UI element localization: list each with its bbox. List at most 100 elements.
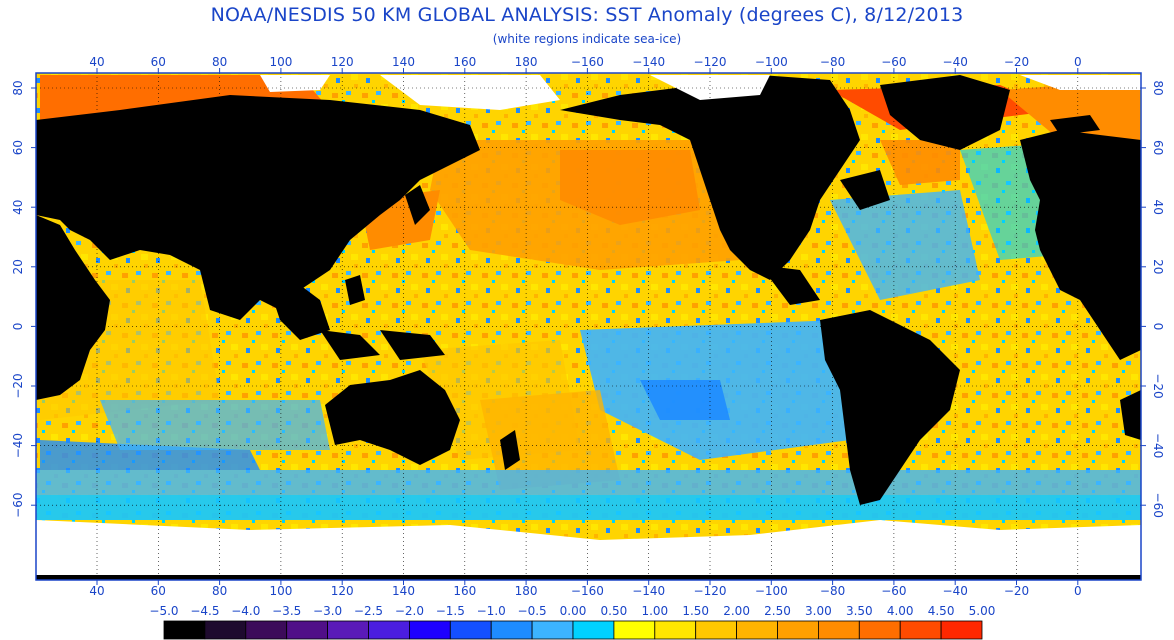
colorbar-label: −1.0 (477, 604, 506, 618)
lat-label-right: −20 (1151, 373, 1165, 398)
colorbar-swatch (204, 620, 247, 640)
graticule (36, 73, 1141, 580)
sea-ice-regions (36, 75, 1141, 575)
longitude-labels-top: 40 60 80 100 120 140 160 180 −160 −140 −120 −100 −80… (89, 55, 1081, 69)
colorbar-label: −1.5 (436, 604, 465, 618)
lon-label-bottom: −140 (632, 584, 665, 598)
latitude-labels-right: 80 60 40 20 0 −20 −40 −60 (1151, 80, 1165, 518)
lon-label-top: 100 (269, 55, 292, 69)
colorbar-swatch (572, 620, 615, 640)
lat-label-right: −60 (1151, 493, 1165, 518)
colorbar (163, 620, 983, 640)
colorbar-label: 1.50 (682, 604, 709, 618)
colorbar-label: 2.50 (764, 604, 791, 618)
lon-label-top: −20 (1004, 55, 1029, 69)
lon-label-bottom: −60 (881, 584, 906, 598)
colorbar-label: 4.00 (887, 604, 914, 618)
colorbar-label: −2.5 (354, 604, 383, 618)
colorbar-labels: −5.0 −4.5 −4.0 −3.5 −3.0 −2.5 −2.0 −1.5 −1.0 −0.5… (149, 604, 995, 618)
lon-label-top: −140 (632, 55, 665, 69)
colorbar-swatch (777, 620, 819, 640)
latitude-labels-left: 80 60 40 20 0 −20 −40 −60 (11, 80, 25, 518)
colorbar-label: 5.00 (969, 604, 996, 618)
lon-label-bottom: 100 (269, 584, 292, 598)
lon-label-top: 160 (453, 55, 476, 69)
lon-label-bottom: 160 (453, 584, 476, 598)
colorbar-label: 3.50 (846, 604, 873, 618)
axis-ticks (31, 68, 1146, 585)
colorbar-label: −3.5 (272, 604, 301, 618)
colorbar-swatch (490, 620, 533, 640)
lat-label-right: 80 (1151, 80, 1165, 95)
lat-label-left: −60 (11, 493, 25, 518)
lon-label-top: −100 (755, 55, 788, 69)
lon-label-top: 180 (515, 55, 538, 69)
colorbar-swatch (858, 620, 901, 640)
colorbar-swatch (654, 620, 697, 640)
lon-label-bottom: −40 (943, 584, 968, 598)
colorbar-label: 1.00 (641, 604, 668, 618)
colorbar-label: −4.0 (231, 604, 260, 618)
lon-label-top: 0 (1074, 55, 1082, 69)
colorbar-swatch (449, 620, 492, 640)
colorbar-swatch (245, 620, 288, 640)
lon-label-top: 40 (89, 55, 104, 69)
lon-label-bottom: −160 (571, 584, 604, 598)
colorbar-swatch (531, 620, 574, 640)
lon-label-bottom: 140 (392, 584, 415, 598)
colorbar-swatch (368, 620, 410, 640)
lat-label-left: 60 (11, 140, 25, 155)
colorbar-label: 4.50 (928, 604, 955, 618)
lon-label-top: −60 (881, 55, 906, 69)
colorbar-label: 2.00 (723, 604, 750, 618)
colorbar-swatch (163, 620, 206, 640)
colorbar-swatch (940, 620, 983, 640)
lon-label-bottom: −20 (1004, 584, 1029, 598)
colorbar-label: 0.00 (560, 604, 587, 618)
lat-label-right: 0 (1151, 323, 1165, 331)
lon-label-bottom: 180 (515, 584, 538, 598)
longitude-labels-bottom: 40 60 80 100 120 140 160 180 −160 −140 −120 −100 −80… (89, 584, 1081, 598)
lon-label-bottom: 80 (212, 584, 227, 598)
colorbar-label: 0.50 (601, 604, 628, 618)
lon-label-bottom: 120 (331, 584, 354, 598)
lon-label-bottom: 40 (89, 584, 104, 598)
colorbar-swatch (613, 620, 656, 640)
lon-label-top: 80 (212, 55, 227, 69)
lon-label-top: −120 (694, 55, 727, 69)
colorbar-swatch (818, 620, 860, 640)
lon-label-bottom: −120 (694, 584, 727, 598)
lon-label-top: 140 (392, 55, 415, 69)
lat-label-left: −20 (11, 373, 25, 398)
lon-label-top: −160 (571, 55, 604, 69)
lat-label-right: 20 (1151, 259, 1165, 274)
colorbar-label: −3.0 (313, 604, 342, 618)
lon-label-top: −80 (820, 55, 845, 69)
lon-label-bottom: −80 (820, 584, 845, 598)
colorbar-label: 3.00 (805, 604, 832, 618)
colorbar-label: −0.5 (518, 604, 547, 618)
lat-label-right: −40 (1151, 433, 1165, 458)
colorbar-label: −5.0 (149, 604, 178, 618)
colorbar-swatch (408, 620, 451, 640)
lat-label-left: −40 (11, 433, 25, 458)
map-subtitle: (white regions indicate sea-ice) (492, 32, 682, 46)
lat-label-right: 60 (1151, 140, 1165, 155)
lat-label-left: 0 (11, 323, 25, 331)
map-title: NOAA/NESDIS 50 KM GLOBAL ANALYSIS: SST A… (210, 4, 964, 26)
colorbar-swatch (695, 620, 738, 640)
lat-label-right: 40 (1151, 200, 1165, 215)
colorbar-label: −2.0 (395, 604, 424, 618)
colorbar-swatch (899, 620, 942, 640)
lon-label-top: 60 (151, 55, 166, 69)
lon-label-top: 120 (331, 55, 354, 69)
lat-label-left: 80 (11, 80, 25, 95)
colorbar-label: −4.5 (190, 604, 219, 618)
colorbar-swatch (327, 620, 369, 640)
lat-label-left: 20 (11, 259, 25, 274)
lon-label-top: −40 (943, 55, 968, 69)
sst-field (36, 73, 1141, 580)
colorbar-swatch (736, 620, 778, 640)
lon-label-bottom: 60 (151, 584, 166, 598)
